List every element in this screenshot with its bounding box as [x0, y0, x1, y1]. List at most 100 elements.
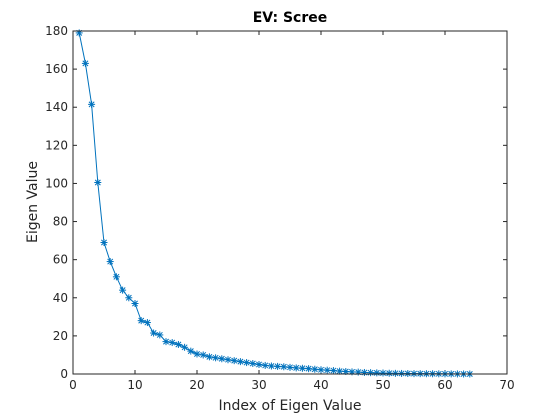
data-point [112, 273, 120, 281]
data-point [174, 340, 182, 348]
data-point [205, 353, 213, 361]
asterisk-stroke [225, 356, 231, 363]
data-point [274, 362, 282, 370]
y-tick-label: 40 [53, 291, 68, 305]
asterisk-stroke [392, 370, 399, 377]
data-point [367, 369, 375, 377]
asterisk-stroke [336, 368, 343, 375]
asterisk-stroke [82, 60, 89, 67]
series-layer [75, 29, 474, 378]
asterisk-stroke [125, 294, 132, 301]
y-tick-label: 100 [45, 176, 68, 190]
data-point [106, 258, 114, 266]
data-point [255, 360, 263, 368]
data-point [150, 329, 158, 337]
asterisk-stroke [119, 287, 126, 294]
x-tick-label: 0 [69, 378, 77, 392]
axes-box [72, 30, 508, 375]
asterisk-stroke [206, 353, 213, 360]
x-tick-label: 50 [375, 378, 390, 392]
data-point [199, 351, 207, 359]
y-axis-label: Eigen Value [25, 161, 41, 243]
data-point [187, 347, 195, 355]
asterisk-stroke [94, 179, 101, 186]
data-point [168, 339, 176, 347]
asterisk-stroke [243, 359, 250, 366]
asterisk-stroke [212, 354, 219, 361]
data-point [317, 366, 325, 374]
asterisk-stroke [299, 365, 306, 372]
axis-ticks: 0 10 20 30 40 50 60 70 0 20 40 60 80 100 120 140 160 180 [45, 24, 515, 392]
asterisk-stroke [268, 363, 275, 369]
asterisk-stroke [231, 357, 238, 364]
data-point [323, 366, 331, 374]
y-tick-label: 20 [53, 329, 68, 343]
asterisk-stroke [101, 239, 107, 246]
data-point [193, 350, 201, 358]
x-tick-label: 60 [437, 378, 452, 392]
data-point [336, 367, 344, 375]
asterisk-stroke [144, 319, 151, 326]
data-point [391, 369, 399, 377]
data-point [100, 239, 108, 247]
asterisk-stroke [150, 330, 157, 337]
asterisk-stroke [132, 300, 138, 307]
asterisk-stroke [88, 101, 95, 108]
y-tick-label: 140 [45, 100, 68, 114]
data-point [156, 331, 164, 339]
data-point [280, 363, 288, 371]
asterisk-stroke [249, 360, 256, 367]
asterisk-stroke [194, 351, 200, 357]
asterisk-stroke [256, 361, 262, 368]
data-point [119, 286, 127, 294]
data-point [236, 358, 244, 366]
data-point [373, 369, 381, 377]
data-point [243, 359, 251, 367]
asterisk-stroke [386, 370, 393, 377]
data-point [137, 317, 145, 325]
asterisk-stroke [398, 370, 405, 377]
data-point [398, 369, 406, 377]
asterisk-stroke [293, 364, 300, 371]
data-point [75, 29, 83, 37]
asterisk-stroke [138, 317, 145, 324]
data-point [379, 369, 387, 377]
asterisk-stroke [187, 348, 194, 355]
asterisk-stroke [237, 358, 244, 365]
x-tick-label: 70 [499, 378, 514, 392]
data-point [230, 357, 238, 365]
asterisk-stroke [311, 366, 318, 373]
data-point [385, 369, 393, 377]
y-tick-label: 160 [45, 62, 68, 76]
data-point [81, 59, 89, 67]
asterisk-stroke [175, 341, 182, 348]
data-point [94, 178, 102, 186]
asterisk-stroke [330, 367, 337, 374]
data-point [218, 355, 226, 363]
x-tick-label: 10 [127, 378, 142, 392]
asterisk-stroke [200, 351, 207, 358]
asterisk-stroke [181, 344, 188, 351]
asterisk-stroke [163, 338, 169, 345]
data-point [125, 294, 133, 302]
data-point [131, 299, 139, 307]
y-tick-label: 80 [53, 215, 68, 229]
x-axis-label: Index of Eigen Value [219, 398, 362, 414]
asterisk-stroke [373, 369, 380, 376]
data-point [298, 364, 306, 372]
y-tick-label: 180 [45, 24, 68, 38]
data-point [292, 364, 300, 372]
y-tick-label: 60 [53, 253, 68, 267]
y-tick-label: 120 [45, 138, 68, 152]
asterisk-stroke [218, 355, 225, 362]
asterisk-stroke [113, 273, 120, 280]
x-tick-label: 40 [313, 378, 328, 392]
asterisk-stroke [156, 331, 163, 338]
data-point [360, 368, 368, 376]
data-point [212, 354, 220, 362]
asterisk-stroke [305, 365, 312, 372]
asterisk-stroke [380, 370, 386, 377]
data-point [261, 361, 269, 369]
chart-title: EV: Scree [253, 10, 328, 26]
